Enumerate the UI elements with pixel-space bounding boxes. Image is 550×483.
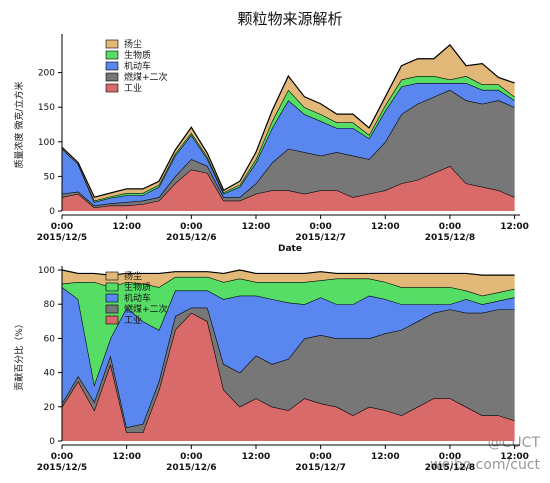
x-tick-label: 0:00 (180, 452, 202, 462)
legend-swatch (105, 72, 119, 82)
area (62, 82, 515, 206)
y-tick-label: 150 (38, 103, 55, 113)
x-tick-label: 0:00 (51, 222, 73, 232)
legend-swatch (105, 50, 119, 60)
legend-label: 机动车 (124, 60, 151, 72)
x-tick-label: 12:00 (242, 222, 271, 232)
x-tick-label: 12:00 (371, 222, 400, 232)
x-date-label: 2015/12/6 (166, 463, 216, 473)
y-axis-title: 质量浓度 微克/立方米 (13, 82, 25, 169)
y-tick-label: 20 (44, 403, 56, 413)
legend-label: 工业 (124, 315, 142, 326)
x-date-label: 2015/12/7 (295, 233, 345, 243)
legend-label: 燃煤+二次 (124, 303, 168, 315)
x-tick-label: 12:00 (242, 452, 271, 462)
y-tick-label: 0 (49, 207, 55, 217)
legend-label: 燃煤+二次 (124, 71, 168, 83)
y-tick-label: 80 (44, 300, 56, 310)
y-tick-label: 200 (38, 69, 55, 79)
x-date-label: 2015/12/6 (166, 233, 216, 243)
x-date-label: 2015/12/8 (425, 463, 475, 473)
y-tick-label: 0 (49, 437, 55, 447)
x-tick-label: 0:00 (51, 452, 73, 462)
x-date-label: 2015/12/5 (37, 463, 87, 473)
legend-label: 扬尘 (124, 38, 142, 50)
area (62, 312, 515, 441)
x-date-label: 2015/12/5 (37, 233, 87, 243)
area-edge (61, 44, 515, 198)
area (62, 287, 515, 428)
legend-swatch (105, 61, 119, 71)
legend-swatch (105, 271, 119, 281)
x-tick-label: 0:00 (309, 222, 331, 232)
legend-label: 生物质 (124, 49, 151, 61)
x-date-label: 2015/12/8 (425, 233, 475, 243)
x-date-label: 2015/12/7 (295, 463, 345, 473)
y-tick-label: 100 (38, 138, 55, 148)
area (62, 276, 515, 385)
y-tick-label: 100 (38, 266, 55, 276)
x-tick-label: 0:00 (439, 452, 461, 462)
chart-title: 颗粒物来源解析 (237, 10, 342, 28)
legend-label: 工业 (124, 83, 142, 94)
legend-label: 生物质 (124, 281, 151, 293)
legend-swatch (105, 39, 119, 49)
legend-swatch (105, 315, 119, 325)
y-tick-label: 40 (44, 369, 56, 379)
x-tick-label: 12:00 (500, 222, 529, 232)
y-tick-label: 50 (44, 172, 56, 182)
x-tick-label: 12:00 (371, 452, 400, 462)
x-tick-label: 0:00 (180, 222, 202, 232)
area (62, 166, 515, 211)
x-tick-label: 0:00 (309, 452, 331, 462)
legend-swatch (105, 282, 119, 292)
area (62, 307, 515, 433)
x-tick-label: 12:00 (112, 222, 141, 232)
legend-label: 扬尘 (124, 270, 142, 282)
legend-label: 机动车 (124, 292, 151, 304)
y-axis-title: 贡献百分比（%） (13, 319, 25, 391)
area-edge (61, 269, 515, 276)
area (62, 270, 515, 296)
x-tick-label: 0:00 (439, 222, 461, 232)
legend-swatch (105, 293, 119, 303)
x-axis-title: Date (278, 244, 302, 254)
y-tick-label: 60 (44, 334, 56, 344)
watermark: weibo.com/cuct (430, 457, 540, 473)
legend-swatch (105, 304, 119, 314)
x-tick-label: 12:00 (112, 452, 141, 462)
x-tick-label: 12:00 (500, 452, 529, 462)
legend-swatch (105, 83, 119, 93)
